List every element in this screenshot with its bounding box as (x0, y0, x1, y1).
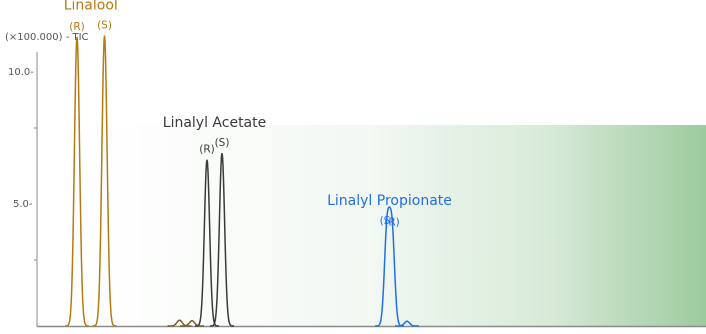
y-axis-label: (×100.000) - TIC (5, 32, 89, 43)
linalyl-propionate-peak-label-1: (R) (384, 216, 400, 228)
linalyl-acetate-peak-1 (210, 152, 234, 327)
chromatogram-traces (65, 35, 419, 327)
linalyl-acetate-title: Linalyl Acetate (163, 115, 266, 131)
linalool-peak-1 (92, 35, 117, 327)
linalyl-propionate-trace (375, 206, 404, 327)
linalyl-propionate-title: Linalyl Propionate (327, 193, 452, 209)
y-tick-label-10: 10.0- (8, 67, 34, 78)
baseline-peak-0 (167, 319, 192, 327)
baseline-peak-1 (180, 319, 204, 327)
linalyl-acetate-peak-label-0: (R) (199, 144, 215, 156)
linalool-title: Linalool (64, 0, 118, 14)
linalyl-acetate-peak-0 (195, 159, 219, 327)
noise-peak-0 (395, 320, 419, 327)
y-axis-minor-ticks (34, 127, 37, 261)
linalool-peak-0 (65, 36, 89, 327)
linalool-peak-label-0: (R) (69, 21, 85, 33)
linalool-peak-label-1: (S) (97, 20, 112, 32)
peak-labels: (R) (S)Linalool(R)(S)Linalyl Acetate(S)(R… (64, 0, 452, 228)
y-tick-label-5: 5.0- (13, 199, 33, 210)
linalyl-acetate-peak-label-1: (S) (215, 137, 230, 149)
linalyl-propionate-peak-label-0: (S) (380, 215, 395, 227)
